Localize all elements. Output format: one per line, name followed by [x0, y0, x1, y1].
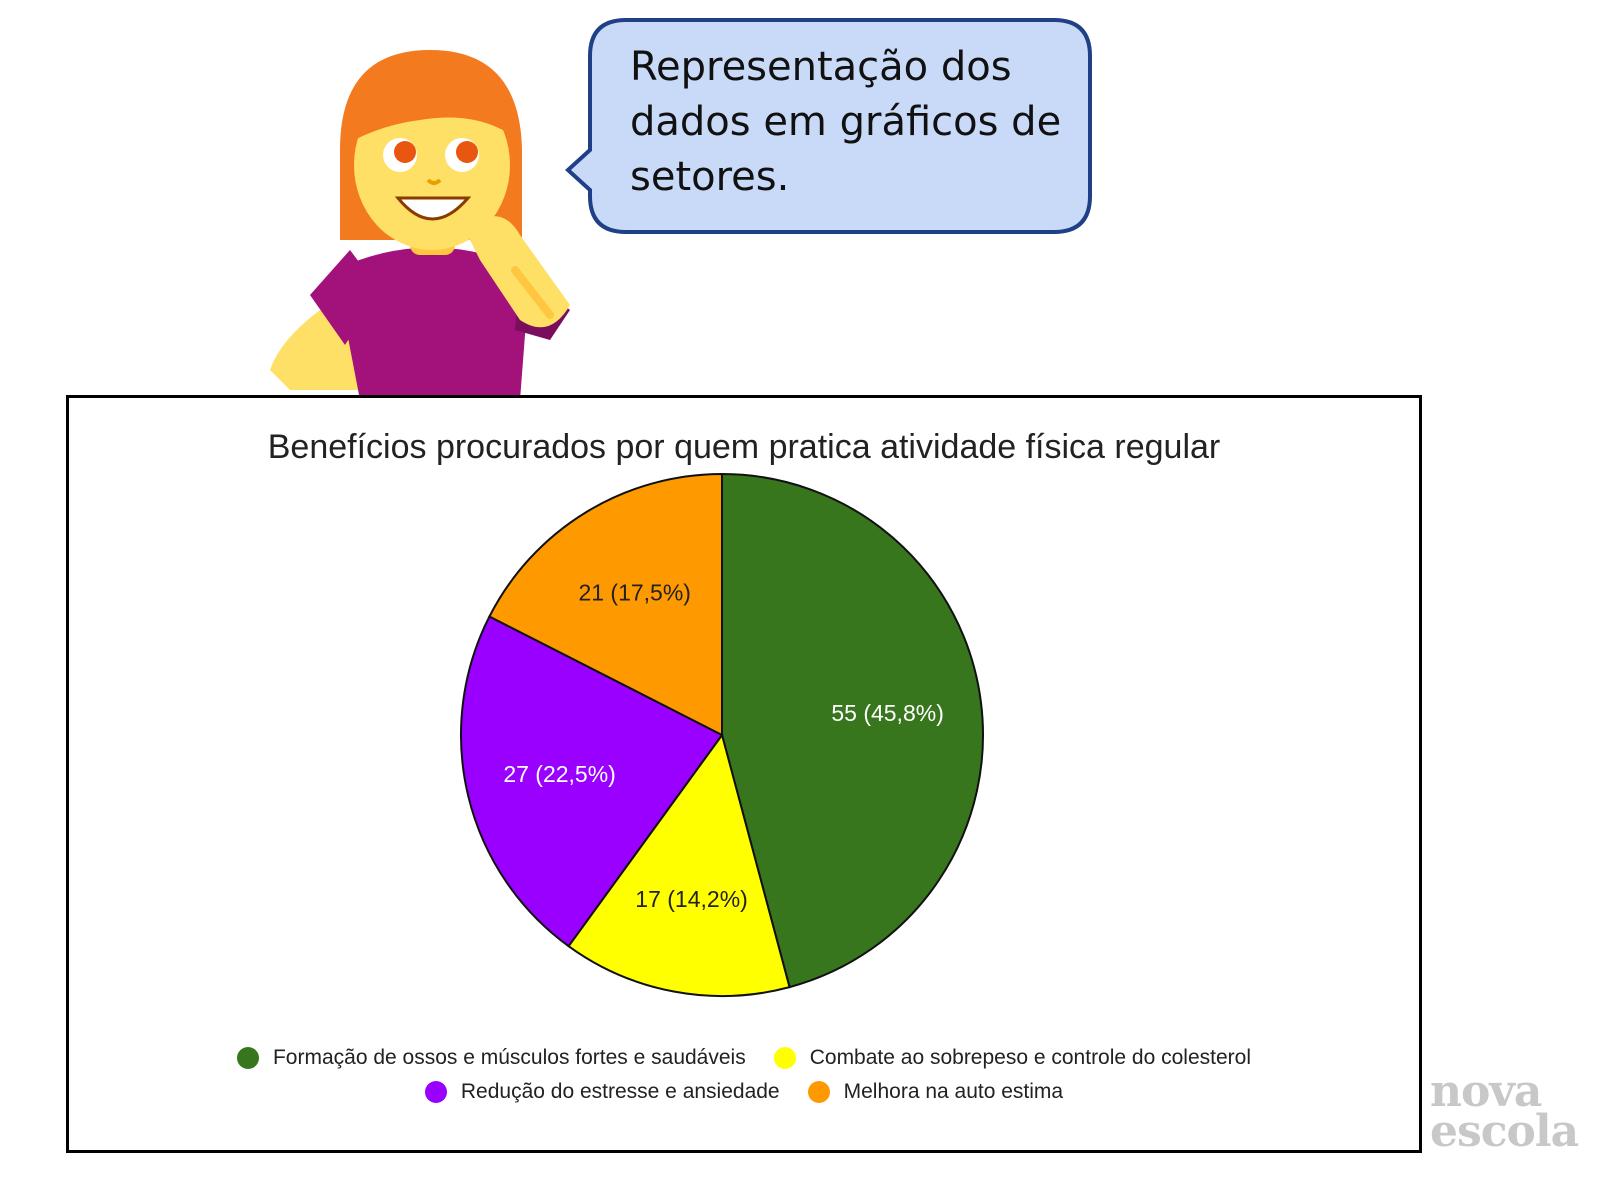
legend-item: Redução do estresse e ansiedade [424, 1080, 780, 1104]
pie-chart-frame: Benefícios procurados por quem pratica a… [66, 395, 1422, 1153]
slice-data-label: 27 (22,5%) [503, 761, 616, 787]
legend-marker [236, 1047, 259, 1069]
legend-row-1: Formação de ossos e músculos fortes e sa… [69, 1041, 1419, 1075]
legend-label: Formação de ossos e músculos fortes e sa… [272, 1046, 746, 1069]
speech-bubble-text: Representação dos dados em gráficos de s… [630, 44, 1062, 200]
pie-slice [567, 732, 791, 997]
speech-bubble [565, 18, 1092, 234]
legend-item: Formação de ossos e músculos fortes e sa… [236, 1046, 746, 1070]
legend-label: Melhora na auto estima [843, 1080, 1064, 1103]
legend-label: Combate ao sobrepeso e controle do coles… [809, 1046, 1251, 1069]
hand-detail [511, 266, 554, 319]
right-pupil [456, 141, 478, 163]
pie-chart: 55 (45,8%) 17 (14,2%) 27 (22,5%) 21 (17,5%) [460, 472, 984, 997]
legend-marker [424, 1081, 447, 1103]
slice-data-label: 55 (45,8%) [831, 700, 944, 726]
logo-line-2: escola [1430, 1106, 1579, 1157]
left-pupil [394, 141, 416, 163]
legend-item: Melhora na auto estima [807, 1080, 1064, 1104]
legend-label: Redução do estresse e ansiedade [460, 1080, 780, 1103]
legend-row-2: Redução do estresse e ansiedade Melhora … [69, 1075, 1419, 1109]
legend-marker [807, 1081, 830, 1103]
pie-slice [488, 472, 723, 737]
legend-marker [773, 1047, 796, 1069]
speech-bubble-shape [565, 18, 1092, 234]
hair-fringe [345, 69, 518, 145]
shirt [335, 247, 530, 400]
slice-data-label: 21 (17,5%) [578, 580, 691, 606]
legend-item: Combate ao sobrepeso e controle do coles… [773, 1046, 1251, 1070]
pie-slice [460, 615, 724, 948]
chart-title: Benefícios procurados por quem pratica a… [267, 428, 1221, 466]
nova-escola-logo: nova escola [1430, 1066, 1590, 1157]
nose [426, 178, 442, 185]
logo-line-1: nova [1430, 1066, 1542, 1117]
pie-slice [721, 472, 984, 989]
smile [394, 196, 472, 221]
character-illustration [270, 50, 570, 400]
slice-data-label: 17 (14,2%) [635, 886, 748, 912]
chart-legend: Formação de ossos e músculos fortes e sa… [69, 1041, 1419, 1109]
